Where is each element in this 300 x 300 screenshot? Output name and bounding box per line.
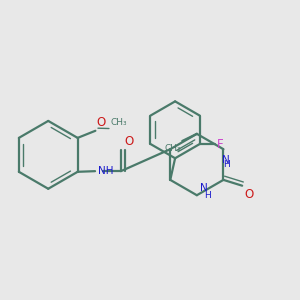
Text: O: O: [96, 116, 105, 129]
Text: F: F: [217, 137, 223, 151]
Text: CH₃: CH₃: [164, 143, 181, 152]
Text: N: N: [222, 155, 230, 165]
Text: O: O: [124, 135, 134, 148]
Text: H: H: [205, 191, 211, 200]
Text: O: O: [244, 188, 254, 201]
Text: NH: NH: [98, 166, 113, 176]
Text: N: N: [200, 183, 208, 193]
Text: CH₃: CH₃: [110, 118, 127, 127]
Text: H: H: [223, 160, 230, 169]
